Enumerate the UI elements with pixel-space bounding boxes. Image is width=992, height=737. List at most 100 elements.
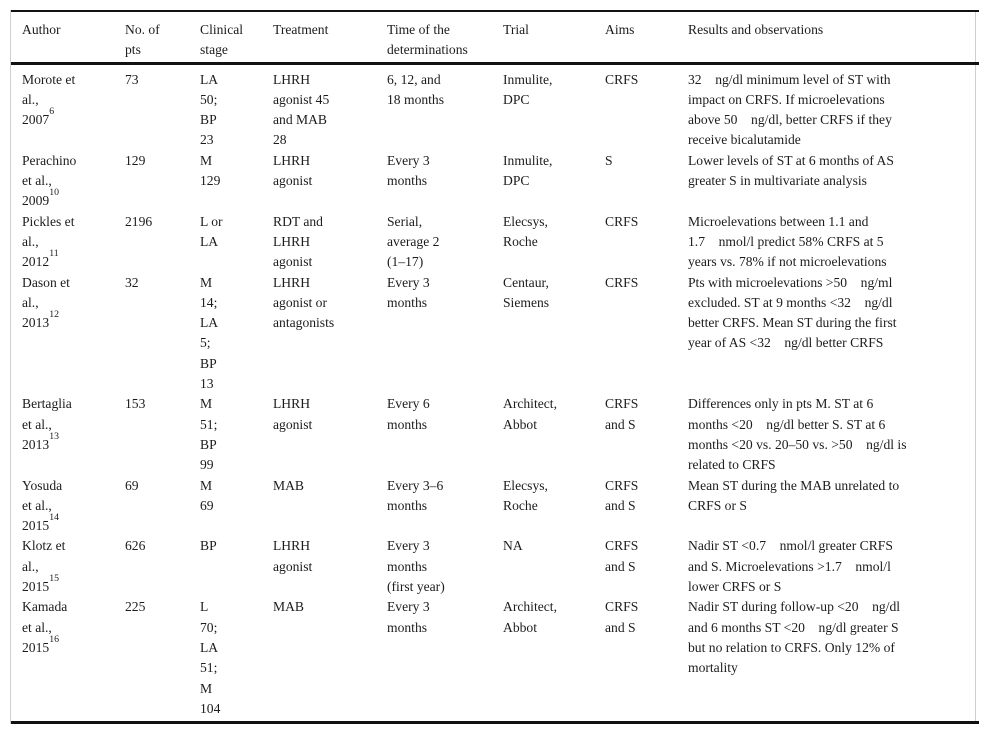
results-cell: Pts with microelevations >50 ng/ml exclu… <box>688 274 897 351</box>
author-cell: Perachino et al., 200910 <box>11 151 114 212</box>
reference-superscript: 15 <box>49 572 59 584</box>
pts-cell: 73 <box>125 71 139 87</box>
reference-superscript: 6 <box>49 106 55 118</box>
author-cell: Yosuda et al., 201514 <box>11 476 114 537</box>
pts-cell: 626 <box>125 538 146 554</box>
reference-superscript: 13 <box>49 430 59 442</box>
time-cell: Every 6 months <box>387 396 430 432</box>
aims-cell: CRFS <box>605 213 639 229</box>
pts-cell: 225 <box>125 599 146 615</box>
pts-cell: 2196 <box>125 213 153 229</box>
trial-cell: Elecsys, Roche <box>503 213 548 249</box>
trial-cell: Architect, Abbot <box>503 599 557 635</box>
aims-cell: CRFS and S <box>605 477 639 513</box>
clinical-stage-cell: M 14; LA 5; BP 13 <box>200 274 219 392</box>
author-cell: Kamada et al., 201516 <box>11 597 114 722</box>
reference-superscript: 14 <box>49 512 59 524</box>
pts-cell: 69 <box>125 477 139 493</box>
col-header-no-of-pts: No. of pts <box>114 11 189 65</box>
results-cell: Mean ST during the MAB unrelated to CRFS… <box>688 477 900 513</box>
results-cell: Lower levels of ST at 6 months of AS gre… <box>688 152 894 189</box>
author-cell: Bertaglia et al., 201313 <box>11 394 114 475</box>
author-cell: Dason et al., 201312 <box>11 273 114 395</box>
author-cell: Morote et al., 20076 <box>11 63 114 151</box>
clinical-stage-cell: LA 50; BP 23 <box>200 71 219 148</box>
col-header-author: Author <box>11 11 114 65</box>
pts-cell: 129 <box>125 152 146 168</box>
col-header-clinical-stage: Clinical stage <box>189 11 262 65</box>
treatment-cell: MAB <box>273 477 304 493</box>
table-row: Klotz et al., 201515 626 BP LHRH agonist… <box>11 536 979 597</box>
results-cell: 32 ng/dl minimum level of ST with impact… <box>688 71 892 148</box>
clinical-stage-cell: M 69 <box>200 477 214 513</box>
trial-cell: Inmulite, DPC <box>503 71 553 107</box>
trial-cell: Centaur, Siemens <box>503 274 550 310</box>
aims-cell: CRFS and S <box>605 538 639 574</box>
treatment-cell: MAB <box>273 599 304 615</box>
trial-cell: Architect, Abbot <box>503 396 557 432</box>
author-text: Bertaglia et al., 2013 <box>22 396 72 452</box>
table-header-row: Author No. of pts Clinical stage Treatme… <box>11 11 979 65</box>
time-cell: Every 3 months <box>387 152 430 189</box>
table-row: Perachino et al., 200910 129 M 129 LHRH … <box>11 151 979 212</box>
aims-cell: CRFS <box>605 274 639 290</box>
clinical-stage-cell: L 70; LA 51; M 104 <box>200 599 221 716</box>
author-text: Morote et al., 2007 <box>22 71 76 128</box>
time-cell: Every 3 months <box>387 599 430 635</box>
treatment-cell: LHRH agonist <box>273 152 313 189</box>
study-table: Author No. of pts Clinical stage Treatme… <box>11 10 979 725</box>
pts-cell: 32 <box>125 274 139 290</box>
trial-cell: Elecsys, Roche <box>503 477 548 513</box>
author-text: Yosuda et al., 2015 <box>22 477 63 534</box>
study-table-frame: Author No. of pts Clinical stage Treatme… <box>10 10 979 725</box>
col-header-aims: Aims <box>594 11 677 65</box>
aims-cell: CRFS and S <box>605 396 639 432</box>
table-row: Morote et al., 20076 73 LA 50; BP 23 LHR… <box>11 63 979 151</box>
reference-superscript: 12 <box>49 309 59 321</box>
author-text: Pickles et al., 2012 <box>22 213 75 270</box>
table-row: Kamada et al., 201516 225 L 70; LA 51; M… <box>11 597 979 722</box>
author-text: Kamada et al., 2015 <box>22 599 68 655</box>
trial-cell: Inmulite, DPC <box>503 152 553 189</box>
time-cell: Every 3–6 months <box>387 477 444 513</box>
time-cell: Every 3 months (first year) <box>387 538 445 595</box>
pts-cell: 153 <box>125 396 146 412</box>
clinical-stage-cell: M 51; BP 99 <box>200 396 218 473</box>
col-header-trial: Trial <box>492 11 594 65</box>
reference-superscript: 11 <box>49 248 59 260</box>
treatment-cell: RDT and LHRH agonist <box>273 213 323 270</box>
aims-cell: CRFS <box>605 71 639 87</box>
col-header-results: Results and observations <box>677 11 979 65</box>
author-cell: Pickles et al., 201211 <box>11 212 114 273</box>
author-cell: Klotz et al., 201515 <box>11 536 114 597</box>
results-cell: Microelevations between 1.1 and 1.7 nmol… <box>688 213 887 270</box>
clinical-stage-cell: BP <box>200 538 217 554</box>
time-cell: Serial, average 2 (1–17) <box>387 213 440 270</box>
aims-cell: S <box>605 152 613 168</box>
col-header-time-of-determinations: Time of the determinations <box>376 11 492 65</box>
results-cell: Nadir ST <0.7 nmol/l greater CRFS and S.… <box>688 538 893 595</box>
author-text: Dason et al., 2013 <box>22 274 70 331</box>
table-row: Bertaglia et al., 201313 153 M 51; BP 99… <box>11 394 979 475</box>
reference-superscript: 16 <box>49 633 59 645</box>
treatment-cell: LHRH agonist or antagonists <box>273 274 335 331</box>
results-cell: Differences only in pts M. ST at 6 month… <box>688 396 907 473</box>
reference-superscript: 10 <box>49 187 59 199</box>
time-cell: 6, 12, and 18 months <box>387 71 445 107</box>
clinical-stage-cell: L or LA <box>200 213 223 249</box>
results-cell: Nadir ST during follow-up <20 ng/dl and … <box>688 599 901 676</box>
table-row: Dason et al., 201312 32 M 14; LA 5; BP 1… <box>11 273 979 395</box>
table-row: Yosuda et al., 201514 69 M 69 MAB Every … <box>11 476 979 537</box>
aims-cell: CRFS and S <box>605 599 639 635</box>
treatment-cell: LHRH agonist <box>273 538 313 574</box>
trial-cell: NA <box>503 538 523 554</box>
clinical-stage-cell: M 129 <box>200 152 221 189</box>
author-text: Klotz et al., 2015 <box>22 538 66 595</box>
treatment-cell: LHRH agonist <box>273 396 313 432</box>
author-text: Perachino et al., 2009 <box>22 152 77 209</box>
time-cell: Every 3 months <box>387 274 430 310</box>
treatment-cell: LHRH agonist 45 and MAB 28 <box>273 71 330 148</box>
col-header-treatment: Treatment <box>262 11 376 65</box>
table-row: Pickles et al., 201211 2196 L or LA RDT … <box>11 212 979 273</box>
